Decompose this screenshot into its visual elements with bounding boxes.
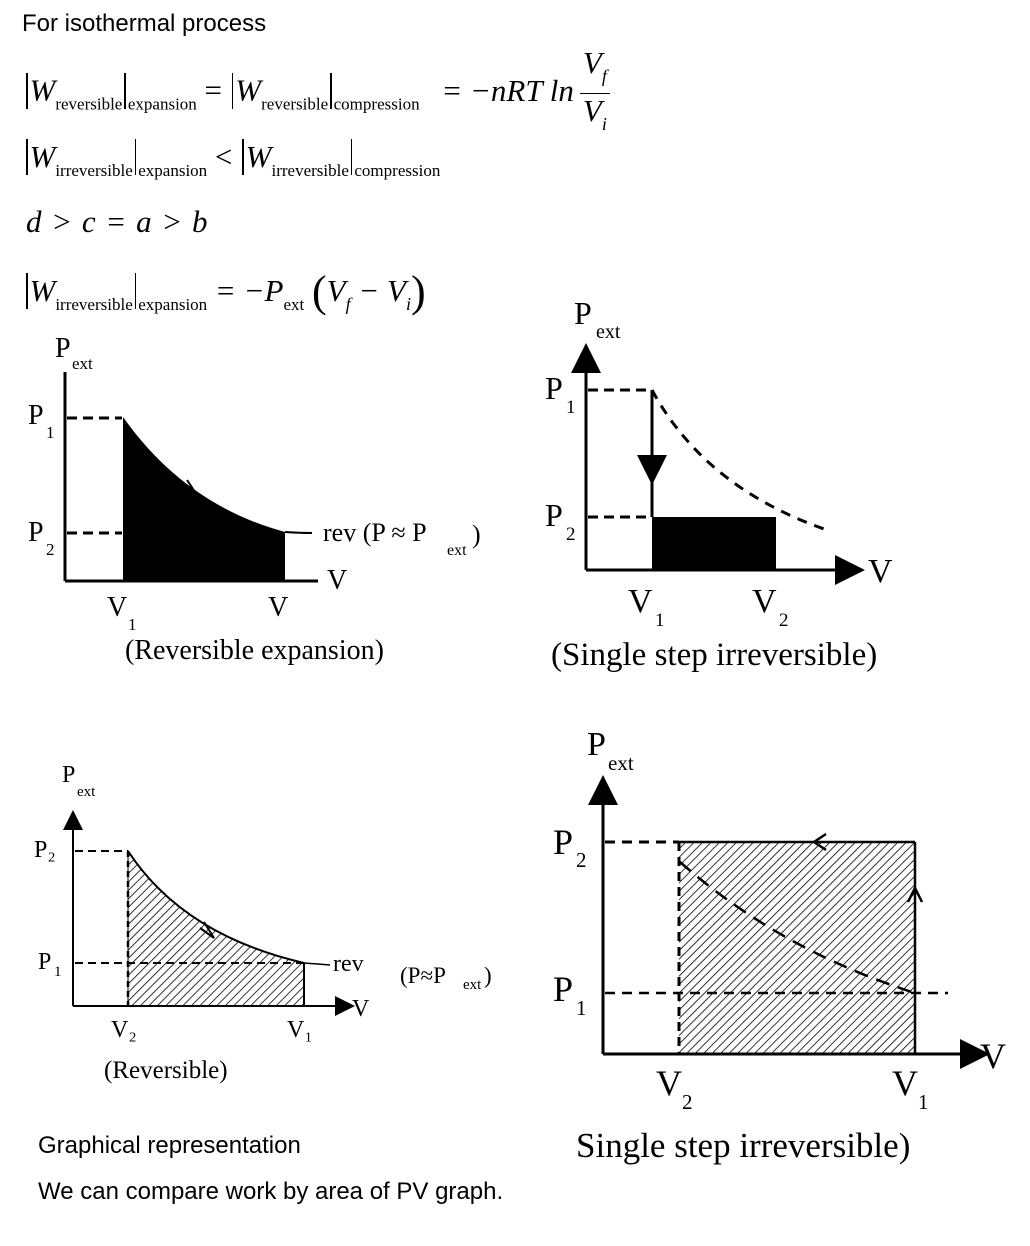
svg-text:V: V <box>752 583 777 620</box>
svg-text:V₂: V₂ <box>111 1017 137 1043</box>
svg-text:V: V <box>656 1063 682 1103</box>
svg-text:ext: ext <box>447 542 467 559</box>
rev-label: rev (P ≈ P <box>323 518 427 547</box>
caption-single-step-irreversible-2: Single step irreversible) <box>576 1126 910 1165</box>
tick-p1: P <box>28 400 44 431</box>
graph-single-step-irreversible-expansion: P ext P 1 P 2 V V 1 V 2 (Single step irr… <box>545 295 893 673</box>
graph-reversible-expansion: P ext P 1 P 2 rev (P ≈ P ext ) V V 1 V (… <box>28 333 481 666</box>
svg-text:2: 2 <box>566 524 576 545</box>
svg-text:1: 1 <box>54 964 62 980</box>
tick-p2: P <box>28 517 44 548</box>
svg-text:2: 2 <box>779 610 789 631</box>
svg-text:P: P <box>587 726 606 763</box>
svg-text:1: 1 <box>576 996 587 1020</box>
svg-text:): ) <box>484 963 492 988</box>
svg-text:P₂: P₂ <box>34 837 56 863</box>
svg-text:V: V <box>352 996 370 1022</box>
svg-text:1: 1 <box>655 610 665 631</box>
svg-text:): ) <box>472 520 481 549</box>
svg-text:V₁: V₁ <box>287 1017 313 1043</box>
svg-text:P: P <box>545 370 563 406</box>
svg-text:P: P <box>38 949 51 975</box>
svg-text:V: V <box>980 1036 1006 1076</box>
equation-reversible-work: Wreversible expansion = Wreversible compre… <box>24 46 610 141</box>
graph-reversible-compression: P ext P₂ P 1 rev (P≈P ext ) V V₂ V₁ (Rev… <box>34 762 492 1084</box>
svg-text:P: P <box>62 762 75 788</box>
svg-text:P: P <box>553 969 573 1009</box>
svg-text:V: V <box>868 553 893 590</box>
section-heading: For isothermal process <box>22 10 267 37</box>
footer-line-2: We can compare work by area of PV graph. <box>38 1178 504 1205</box>
svg-text:V: V <box>892 1063 918 1103</box>
axis-p-sub: ext <box>72 354 93 373</box>
svg-text:P: P <box>553 822 573 862</box>
svg-text:1: 1 <box>566 397 576 418</box>
axis-v-label: V <box>327 565 347 596</box>
svg-text:ext: ext <box>608 751 634 775</box>
svg-text:1: 1 <box>46 423 55 442</box>
svg-text:1: 1 <box>918 1090 929 1114</box>
caption-reversible-expansion: (Reversible expansion) <box>125 635 384 666</box>
footer-line-1: Graphical representation <box>38 1132 301 1159</box>
svg-text:ext: ext <box>596 321 621 343</box>
svg-text:(P≈P: (P≈P <box>400 963 446 988</box>
svg-text:ext: ext <box>463 977 482 993</box>
svg-text:rev: rev <box>333 951 364 977</box>
svg-text:2: 2 <box>576 848 587 872</box>
svg-text:2: 2 <box>46 540 55 559</box>
axis-p-label: P <box>55 333 71 364</box>
svg-text:P: P <box>574 295 592 331</box>
caption-reversible: (Reversible) <box>104 1057 228 1084</box>
tick-v1: V <box>107 592 127 623</box>
graph-single-step-irreversible-compression: P ext P 2 P 1 V V 2 V 1 Single step irre… <box>553 726 1006 1165</box>
svg-text:P: P <box>545 497 563 533</box>
svg-text:ext: ext <box>77 784 96 800</box>
equation-irreversible-comparison: Wirreversible expansion < Wirreversible co… <box>24 139 440 181</box>
equation-irreversible-work: Wirreversible expansion = −Pext (Vf − Vi) <box>24 266 426 317</box>
tick-v: V <box>268 592 288 623</box>
caption-single-step-irreversible: (Single step irreversible) <box>551 637 877 673</box>
svg-text:1: 1 <box>128 615 137 634</box>
equation-order: d > c = a > b <box>26 204 209 239</box>
svg-text:V: V <box>628 583 653 620</box>
svg-text:2: 2 <box>682 1090 693 1114</box>
